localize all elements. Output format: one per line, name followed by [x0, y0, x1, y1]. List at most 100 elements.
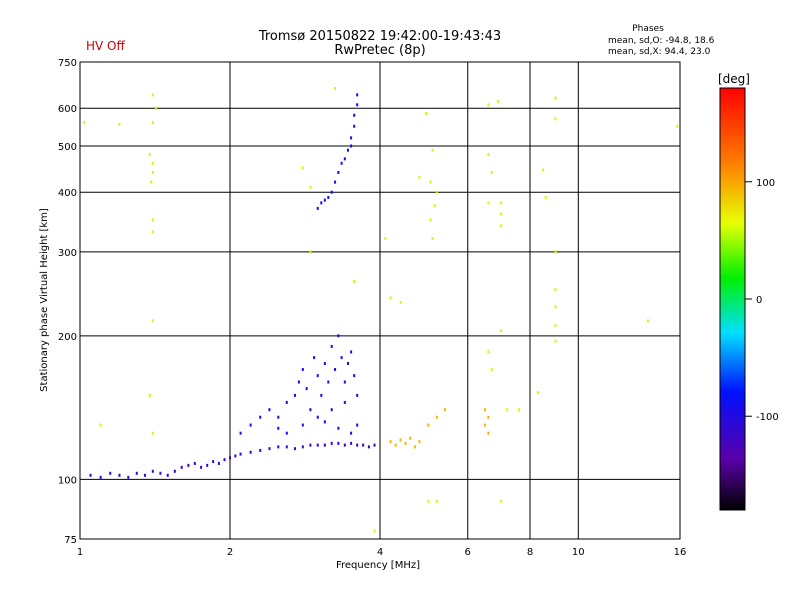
data-point	[542, 168, 545, 172]
data-point	[223, 458, 226, 462]
data-point	[343, 157, 346, 161]
data-point	[427, 423, 430, 427]
data-point	[435, 499, 438, 503]
y-tick-label: 75	[64, 535, 77, 546]
data-point	[487, 201, 490, 205]
data-point	[309, 408, 312, 412]
data-point	[554, 305, 557, 309]
data-point	[343, 400, 346, 404]
data-point	[431, 148, 434, 152]
data-point	[350, 350, 353, 354]
colorbar-label: [deg]	[718, 72, 750, 86]
data-point	[500, 224, 503, 228]
data-point	[487, 415, 490, 419]
phase-stats-x: mean, sd,X: 94.4, 23.0	[608, 47, 711, 57]
data-point	[484, 408, 487, 412]
data-point	[159, 471, 162, 475]
y-tick-label: 100	[58, 475, 77, 486]
phase-stats-o: mean, sd,O: -94.8, 18.6	[608, 36, 715, 46]
data-point	[320, 393, 323, 397]
data-point	[268, 408, 271, 412]
data-point	[413, 445, 416, 449]
data-point	[496, 99, 499, 103]
data-point	[143, 473, 146, 477]
data-point	[373, 443, 376, 447]
hv-status-label: HV Off	[86, 39, 125, 53]
data-point	[350, 144, 353, 148]
data-point	[151, 230, 154, 234]
data-point	[301, 423, 304, 427]
data-point	[277, 415, 280, 419]
data-point	[484, 423, 487, 427]
data-point	[487, 350, 490, 354]
y-tick-label: 750	[58, 58, 77, 69]
data-point	[316, 443, 319, 447]
data-point	[487, 103, 490, 107]
data-point	[330, 408, 333, 412]
data-point	[544, 195, 547, 199]
data-point	[99, 475, 102, 479]
data-point	[409, 436, 412, 440]
x-tick-label: 4	[377, 547, 383, 558]
data-point	[536, 391, 539, 395]
phase-stats-title: Phases	[632, 24, 664, 34]
data-point	[337, 426, 340, 430]
data-point	[404, 441, 407, 445]
x-tick-label: 8	[527, 547, 533, 558]
data-point	[334, 367, 337, 371]
data-point	[343, 443, 346, 447]
data-point	[151, 121, 154, 125]
data-point	[309, 185, 312, 189]
data-point	[293, 393, 296, 397]
colorbar	[719, 87, 746, 511]
data-point	[234, 454, 237, 458]
data-point	[327, 195, 330, 199]
data-point	[151, 170, 154, 174]
data-point	[166, 473, 169, 477]
data-points	[83, 86, 679, 533]
data-point	[435, 415, 438, 419]
data-point	[297, 380, 300, 384]
data-point	[239, 452, 242, 456]
y-tick-label: 300	[58, 248, 77, 259]
data-point	[249, 450, 252, 454]
data-point	[500, 499, 503, 503]
y-tick-label: 600	[58, 104, 77, 115]
data-point	[285, 431, 288, 435]
data-point	[418, 175, 421, 179]
data-point	[327, 380, 330, 384]
data-point	[323, 198, 326, 202]
data-point	[500, 329, 503, 333]
data-point	[127, 475, 130, 479]
data-point	[394, 443, 397, 447]
data-point	[343, 380, 346, 384]
data-point	[362, 443, 365, 447]
data-point	[337, 441, 340, 445]
data-point	[646, 319, 649, 323]
data-point	[346, 148, 349, 152]
data-point	[433, 204, 436, 208]
data-point	[487, 152, 490, 156]
data-point	[173, 469, 176, 473]
data-point	[187, 463, 190, 467]
data-point	[418, 440, 421, 444]
data-point	[373, 529, 376, 533]
data-point	[316, 415, 319, 419]
data-point	[367, 445, 370, 449]
data-point	[337, 170, 340, 174]
y-axis-label: Stationary phase Virtual Height [km]	[39, 208, 50, 392]
data-point	[334, 86, 337, 90]
grid-lines	[80, 62, 680, 539]
data-point	[340, 356, 343, 360]
data-point	[217, 461, 220, 465]
data-point	[554, 117, 557, 121]
data-point	[150, 180, 153, 184]
data-point	[340, 161, 343, 165]
data-point	[320, 201, 323, 205]
data-point	[151, 469, 154, 473]
data-point	[118, 122, 121, 126]
y-tick-label: 200	[58, 332, 77, 343]
data-point	[429, 218, 432, 222]
data-point	[229, 456, 231, 460]
data-point	[285, 445, 288, 449]
